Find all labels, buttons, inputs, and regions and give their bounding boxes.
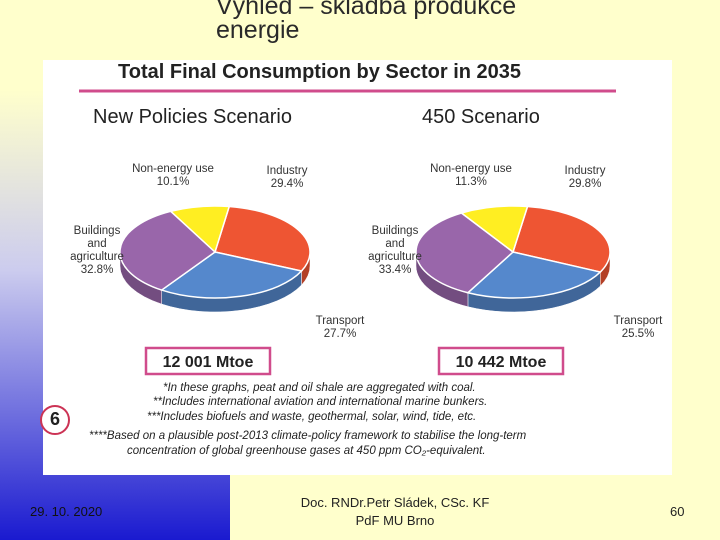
pie-0-label-3-line-0: Non-energy use bbox=[132, 163, 214, 175]
pie-0-value-3: 10.1% bbox=[157, 176, 190, 188]
side-marker: 6 bbox=[40, 405, 70, 435]
pie-1-label-2-line-1: and bbox=[385, 238, 404, 250]
pie-1-value-1: 25.5% bbox=[622, 328, 655, 340]
pie-1-value-0: 29.8% bbox=[569, 178, 602, 190]
pie-1-label-2-line-0: Buildings bbox=[372, 225, 419, 237]
scenario-title-1: 450 Scenario bbox=[422, 106, 540, 128]
chart-figure: Total Final Consumption by Sector in 203… bbox=[43, 60, 672, 475]
pie-0-label-2-line-1: and bbox=[87, 238, 106, 250]
pie-1-slice-0 bbox=[512, 205, 611, 273]
slide-title-line2: energie bbox=[216, 16, 300, 44]
chart-svg: Total Final Consumption by Sector in 203… bbox=[70, 61, 663, 457]
pie-0-slice-1 bbox=[160, 251, 303, 299]
footer-author: Doc. RNDr.Petr Sládek, CSc. KF PdF MU Br… bbox=[280, 494, 510, 530]
pie-0-value-0: 29.4% bbox=[271, 178, 304, 190]
pie-1-value-3: 11.3% bbox=[455, 176, 487, 188]
pie-0-value-1: 27.7% bbox=[324, 328, 357, 340]
footer-author-line2: PdF MU Brno bbox=[355, 513, 435, 528]
pie-0-label-1-line-0: Transport bbox=[316, 315, 366, 327]
total-box-0 bbox=[144, 346, 272, 376]
slide-title: Výhled – skladba produkce energie bbox=[216, 0, 656, 44]
chart-title: Total Final Consumption by Sector in 203… bbox=[118, 61, 521, 83]
pie-1-slice-2 bbox=[415, 212, 515, 294]
pie-0-value-2: 32.8% bbox=[81, 264, 114, 276]
pie-1-label-2-line-2: agriculture bbox=[368, 251, 422, 263]
note-2: **Includes international aviation and in… bbox=[153, 396, 487, 408]
total-label-1: 10 442 Mtoe bbox=[456, 354, 547, 371]
pie-1-slice-3 bbox=[459, 205, 529, 254]
footer-author-line1: Doc. RNDr.Petr Sládek, CSc. KF bbox=[300, 495, 490, 510]
note-5: concentration of global greenhouse gases… bbox=[127, 445, 486, 457]
pie-0-slice-3 bbox=[169, 205, 231, 254]
pie-1-label-0-line-0: Industry bbox=[565, 165, 606, 177]
slide-title-line1: Výhled – skladba produkce bbox=[216, 0, 517, 20]
total-box-1 bbox=[437, 346, 565, 376]
note-3: ***Includes biofuels and waste, geotherm… bbox=[147, 411, 476, 423]
pie-charts: Industry29.4%Transport27.7%Buildingsanda… bbox=[70, 163, 663, 340]
footer-date: 29. 10. 2020 bbox=[30, 504, 103, 519]
pie-0-label-2-line-0: Buildings bbox=[74, 225, 121, 237]
pie-0-slice-0 bbox=[214, 205, 311, 272]
note-4: ****Based on a plausible post-2013 clima… bbox=[89, 430, 527, 442]
footer-page-number: 60 bbox=[670, 504, 685, 519]
note-1: *In these graphs, peat and oil shale are… bbox=[163, 382, 476, 394]
pie-0-label-2-line-2: agriculture bbox=[70, 251, 124, 263]
total-label-0: 12 001 Mtoe bbox=[163, 354, 254, 371]
pie-1-value-2: 33.4% bbox=[379, 264, 412, 276]
pie-0-label-0-line-0: Industry bbox=[267, 165, 308, 177]
pie-1-label-3-line-0: Non-energy use bbox=[430, 163, 512, 175]
scenario-title-0: New Policies Scenario bbox=[93, 106, 292, 128]
pie-1-label-1-line-0: Transport bbox=[614, 315, 664, 327]
